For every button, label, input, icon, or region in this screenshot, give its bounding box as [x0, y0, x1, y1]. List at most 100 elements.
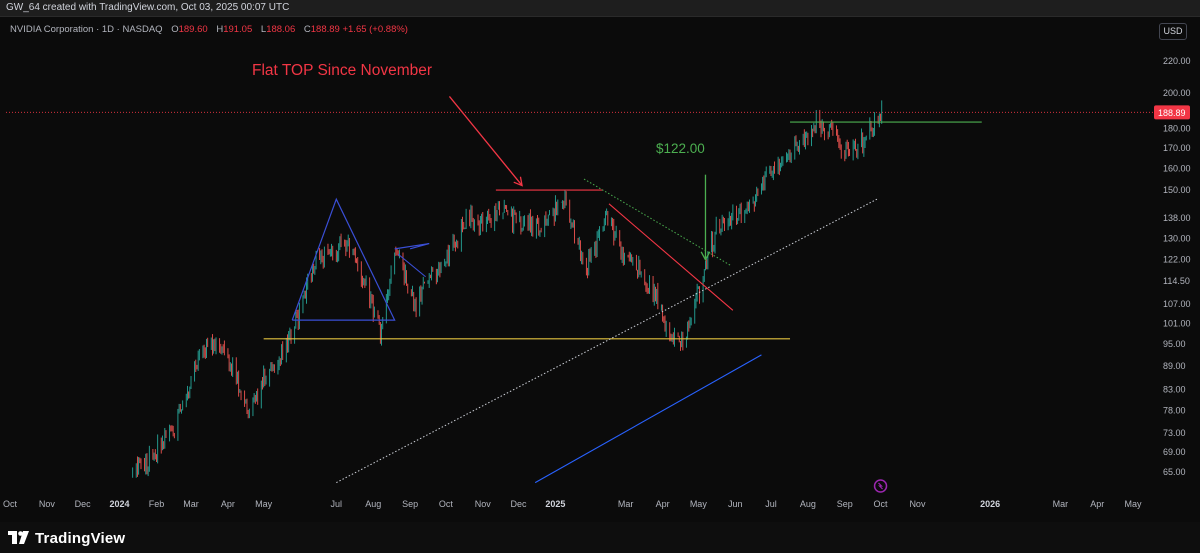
symbol-legend: NVIDIA Corporation · 1D · NASDAQ O189.60…: [10, 24, 408, 35]
candle: [780, 162, 781, 172]
candle: [356, 258, 357, 264]
earnings-marker-ring: [873, 479, 888, 493]
earnings-marker-bolt: [878, 482, 883, 490]
candle: [298, 302, 300, 330]
candle: [514, 209, 516, 215]
trend-line: [397, 253, 426, 278]
candle: [464, 227, 466, 230]
price-axis-tick: 122.00: [1163, 255, 1191, 265]
earnings-marker-icon: [873, 479, 888, 493]
candle: [620, 241, 622, 260]
candle: [747, 201, 749, 212]
candle: [769, 165, 771, 174]
candle: [629, 252, 631, 262]
candle: [360, 261, 362, 287]
candle: [219, 338, 221, 353]
tradingview-logo[interactable]: TradingView: [8, 528, 125, 548]
candle: [490, 218, 492, 228]
high-value: 191.05: [223, 24, 253, 35]
price-axis-tick: 83.00: [1163, 385, 1186, 395]
time-axis-tick: Sep: [837, 499, 853, 509]
candle: [340, 233, 342, 248]
candle: [271, 362, 273, 372]
candle: [164, 427, 166, 449]
candle: [357, 257, 359, 272]
change-value: +1.65 (+0.88%): [342, 24, 408, 35]
candle: [607, 210, 609, 226]
candle: [564, 190, 566, 209]
candle: [153, 452, 155, 461]
price-axis-tick: 69.00: [1163, 447, 1186, 457]
candle: [448, 245, 450, 267]
candle: [827, 131, 829, 140]
candle: [760, 183, 762, 195]
time-axis-tick: Oct: [874, 499, 889, 509]
candle: [794, 136, 796, 160]
price-axis-tick: 65.00: [1163, 467, 1186, 477]
candle: [245, 399, 247, 404]
candle: [547, 214, 549, 226]
candle: [646, 283, 648, 294]
candle: [169, 424, 171, 442]
candle: [765, 166, 767, 178]
candle: [721, 214, 723, 232]
candle: [628, 251, 630, 262]
price-axis-tick: 95.00: [1163, 339, 1186, 349]
candle: [156, 454, 157, 463]
candle: [510, 206, 512, 217]
candle: [179, 403, 181, 412]
candle: [278, 356, 280, 371]
candle: [439, 262, 441, 278]
candle: [346, 240, 348, 252]
candle: [347, 234, 349, 247]
candle: [861, 128, 862, 148]
candle: [435, 268, 437, 285]
candle: [494, 205, 496, 232]
candle: [603, 218, 605, 231]
candle: [546, 218, 548, 226]
candle: [727, 218, 729, 231]
candle: [194, 361, 196, 382]
candle: [506, 205, 508, 212]
candle: [394, 252, 396, 275]
arrow-shaft: [448, 96, 523, 187]
currency-button[interactable]: USD: [1159, 23, 1187, 40]
candle: [453, 234, 455, 248]
candle: [562, 200, 564, 209]
candle: [173, 432, 175, 439]
candle: [832, 122, 834, 136]
candle: [560, 201, 562, 203]
candle: [796, 141, 798, 151]
candle: [204, 347, 206, 359]
candle: [372, 294, 374, 322]
candle: [655, 286, 656, 302]
price-axis-tick: 160.00: [1163, 163, 1191, 173]
time-axis-tick: Aug: [365, 499, 381, 509]
candle: [762, 176, 764, 191]
candle: [814, 125, 816, 134]
time-axis-tick: 2025: [545, 499, 565, 509]
price-axis-tick: 138.00: [1163, 213, 1191, 223]
candle: [782, 156, 784, 166]
candle: [253, 392, 255, 403]
candle: [407, 283, 409, 294]
candle: [772, 165, 774, 181]
candle: [482, 212, 484, 232]
price-axis-tick: 101.00: [1163, 318, 1191, 328]
candle: [849, 148, 851, 156]
candle: [706, 259, 708, 270]
time-axis-tick: Oct: [3, 499, 18, 509]
candle: [822, 121, 824, 132]
candle: [606, 208, 608, 216]
candle: [552, 207, 554, 217]
candle: [227, 348, 229, 359]
candle: [345, 239, 347, 257]
candle: [582, 252, 584, 265]
candle: [712, 231, 714, 258]
candle: [139, 457, 141, 464]
candle: [602, 226, 604, 232]
chart-frame[interactable]: [0, 16, 1200, 523]
candle: [682, 331, 684, 351]
candle: [529, 209, 531, 233]
